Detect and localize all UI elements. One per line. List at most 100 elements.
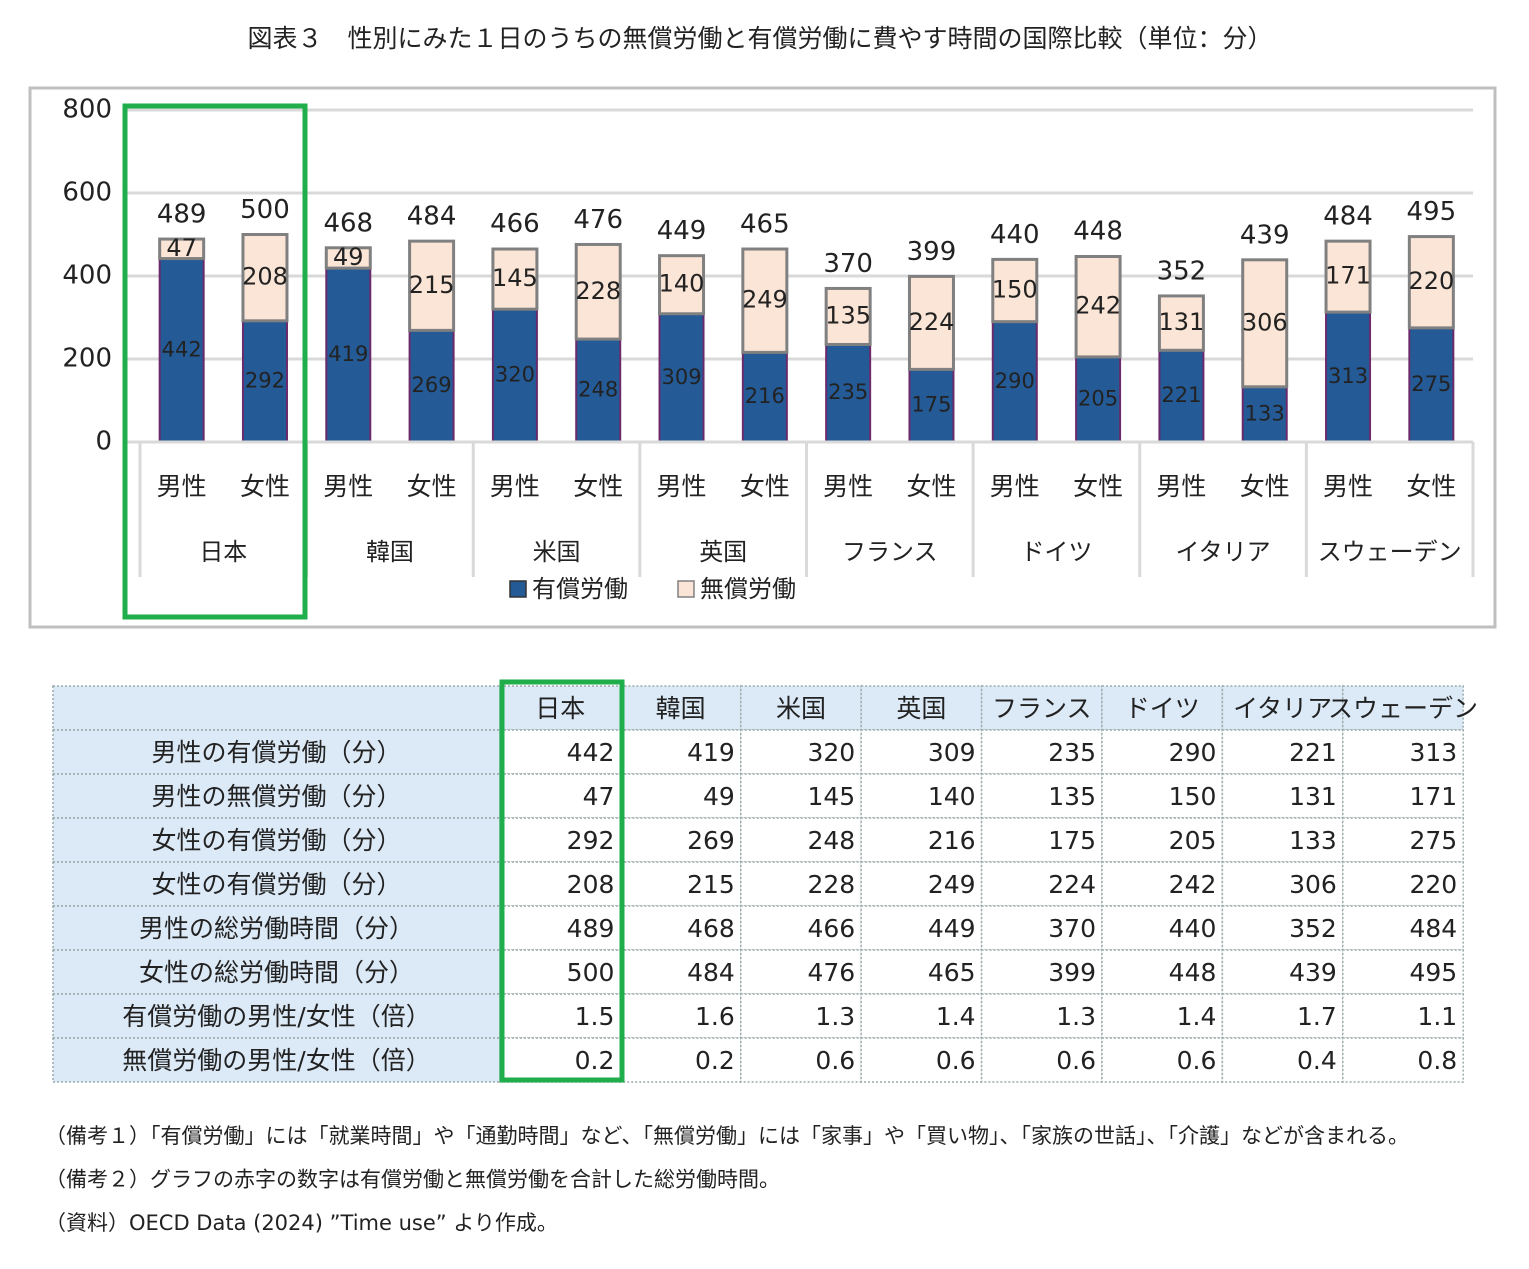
table-cell xyxy=(980,685,1103,731)
total-label: 466 xyxy=(490,209,540,239)
table-value: 448 xyxy=(1169,958,1217,987)
bar-segment xyxy=(1157,294,1205,352)
table-value: 249 xyxy=(928,870,976,899)
table-cell xyxy=(740,949,862,995)
bar-segment xyxy=(824,286,872,346)
row-label: 男性の有償労働（分） xyxy=(151,738,401,767)
value-label: 224 xyxy=(909,308,955,336)
table-value: 228 xyxy=(807,870,855,899)
row-label: 男性の無償労働（分） xyxy=(151,782,401,811)
value-label: 275 xyxy=(1411,372,1451,396)
note: （資料）OECD Data (2024) ”Time use” より作成。 xyxy=(45,1211,558,1235)
value-label: 208 xyxy=(242,263,288,291)
bar-segment xyxy=(491,308,538,444)
table-value: 290 xyxy=(1169,738,1217,767)
table-value: 465 xyxy=(928,958,976,987)
group-label: 英国 xyxy=(699,538,747,566)
bar-segment xyxy=(908,368,955,443)
y-tick-label: 400 xyxy=(62,261,112,291)
bar-segment xyxy=(1074,254,1122,359)
table-cell xyxy=(1221,773,1344,819)
total-label: 476 xyxy=(573,205,623,235)
table-cell xyxy=(740,817,862,863)
x-tick-label: 女性 xyxy=(1073,472,1123,501)
table-value: 476 xyxy=(807,958,855,987)
table-value: 370 xyxy=(1048,914,1096,943)
table-value: 131 xyxy=(1289,782,1337,811)
table-cell xyxy=(980,905,1103,951)
value-label: 131 xyxy=(1159,308,1205,336)
table-cell xyxy=(52,993,501,1039)
total-label: 448 xyxy=(1073,217,1123,247)
table-value: 468 xyxy=(687,914,735,943)
row-label: 女性の有償労働（分） xyxy=(151,826,401,855)
value-label: 135 xyxy=(825,301,871,329)
table-value: 1.1 xyxy=(1417,1002,1457,1031)
total-label: 352 xyxy=(1157,256,1207,286)
x-tick-label: 男性 xyxy=(657,472,707,501)
x-tick-label: 男性 xyxy=(823,472,873,501)
table-value: 440 xyxy=(1169,914,1217,943)
value-label: 419 xyxy=(328,342,368,366)
column-header: スウェーデン xyxy=(1328,694,1478,723)
column-header: イタリア xyxy=(1233,694,1332,723)
table-cell xyxy=(52,949,501,995)
value-label: 320 xyxy=(495,363,535,387)
table-value: 500 xyxy=(567,958,615,987)
highlight-box xyxy=(122,103,308,620)
table-value: 216 xyxy=(928,826,976,855)
table-value: 248 xyxy=(807,826,855,855)
table-value: 0.8 xyxy=(1417,1046,1457,1075)
x-tick-label: 男性 xyxy=(1323,472,1373,501)
total-label: 440 xyxy=(990,220,1040,250)
value-label: 306 xyxy=(1242,308,1288,336)
x-tick-label: 女性 xyxy=(1406,472,1456,501)
table-cell xyxy=(1221,861,1344,907)
table-value: 175 xyxy=(1048,826,1096,855)
table-value: 292 xyxy=(567,826,615,855)
value-label: 221 xyxy=(1161,383,1201,407)
value-label: 248 xyxy=(578,378,618,402)
table-cell xyxy=(860,905,983,951)
table-cell xyxy=(740,993,862,1039)
table-value: 1.6 xyxy=(695,1002,735,1031)
table-value: 133 xyxy=(1289,826,1337,855)
table-cell xyxy=(860,861,983,907)
x-tick-label: 女性 xyxy=(573,472,623,501)
bar-segment xyxy=(408,239,456,332)
table-value: 235 xyxy=(1048,738,1096,767)
x-tick-label: 女性 xyxy=(240,472,290,501)
table-value: 275 xyxy=(1409,826,1457,855)
value-label: 175 xyxy=(911,393,951,417)
table-value: 221 xyxy=(1289,738,1337,767)
table-value: 466 xyxy=(807,914,855,943)
y-tick-label: 600 xyxy=(62,178,112,208)
legend-swatch xyxy=(677,580,695,598)
bar-segment xyxy=(158,237,206,261)
table-cell xyxy=(619,729,742,775)
table-cell xyxy=(740,1037,862,1083)
bar-segment xyxy=(907,274,955,371)
bar-segment xyxy=(1241,385,1288,443)
legend-swatch xyxy=(509,580,527,598)
value-label: 140 xyxy=(659,270,705,298)
row-label: 女性の総労働時間（分） xyxy=(139,958,414,987)
value-label: 133 xyxy=(1245,401,1285,425)
table-value: 489 xyxy=(567,914,615,943)
table-cell xyxy=(860,729,983,775)
table-value: 419 xyxy=(687,738,735,767)
group-label: 日本 xyxy=(199,538,247,566)
table-value: 0.6 xyxy=(1177,1046,1217,1075)
table-cell xyxy=(619,1037,742,1083)
value-label: 235 xyxy=(828,380,868,404)
table-value: 0.6 xyxy=(936,1046,976,1075)
table-value: 0.2 xyxy=(695,1046,735,1075)
value-label: 47 xyxy=(166,234,197,262)
table-cell xyxy=(1221,905,1344,951)
x-tick-label: 女性 xyxy=(1240,472,1290,501)
table-value: 145 xyxy=(807,782,855,811)
table-value: 439 xyxy=(1289,958,1337,987)
total-label: 439 xyxy=(1240,220,1290,250)
